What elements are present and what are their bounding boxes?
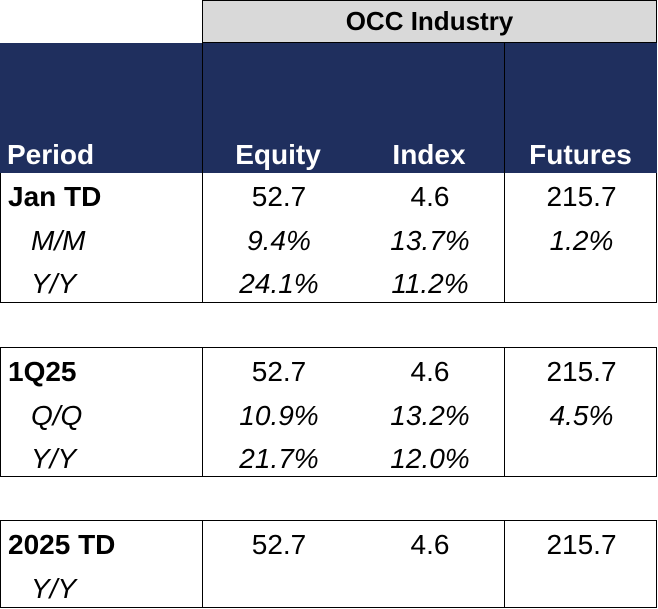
equity-change: 9.4% bbox=[247, 225, 311, 256]
equity-change: 21.7% bbox=[239, 443, 319, 474]
column-divider bbox=[202, 348, 203, 476]
index-change: 12.0% bbox=[390, 443, 470, 474]
index-value: 4.6 bbox=[410, 181, 450, 212]
index-change: 13.2% bbox=[390, 400, 470, 431]
occ-industry-header: OCC Industry bbox=[202, 0, 657, 43]
row-label: Y/Y bbox=[31, 573, 77, 604]
header-divider bbox=[202, 43, 203, 173]
column-header-equity: Equity bbox=[235, 139, 321, 170]
period-block-jan-td: Jan TD 52.7 4.6 215.7 M/M 9.4% 13.7% 1.2… bbox=[0, 173, 657, 303]
index-value: 4.6 bbox=[410, 356, 450, 387]
column-header-index: Index bbox=[392, 139, 466, 170]
row-label: Q/Q bbox=[31, 400, 83, 431]
equity-change: 24.1% bbox=[239, 268, 319, 299]
futures-change: 1.2% bbox=[549, 225, 614, 256]
header-divider bbox=[504, 43, 505, 173]
futures-value: 215.7 bbox=[546, 529, 617, 560]
column-header-period: Period bbox=[7, 139, 95, 170]
row-label: Jan TD bbox=[8, 181, 102, 212]
column-divider bbox=[504, 521, 505, 607]
period-block-1q25: 1Q25 52.7 4.6 215.7 Q/Q 10.9% 13.2% 4.5%… bbox=[0, 347, 657, 477]
column-divider bbox=[202, 521, 203, 607]
equity-value: 52.7 bbox=[251, 356, 307, 387]
column-header-band: Period Equity Index Futures bbox=[0, 43, 657, 173]
equity-change: 10.9% bbox=[239, 400, 319, 431]
column-divider bbox=[504, 348, 505, 476]
futures-value: 215.7 bbox=[546, 356, 617, 387]
row-label: 1Q25 bbox=[8, 356, 77, 387]
row-label: M/M bbox=[31, 225, 86, 256]
column-divider bbox=[202, 173, 203, 302]
occ-industry-title: OCC Industry bbox=[345, 6, 514, 36]
futures-change: 4.5% bbox=[549, 400, 614, 431]
index-value: 4.6 bbox=[410, 529, 450, 560]
column-divider bbox=[504, 173, 505, 302]
index-change: 13.7% bbox=[390, 225, 470, 256]
equity-value: 52.7 bbox=[251, 529, 307, 560]
row-label: Y/Y bbox=[31, 443, 77, 474]
index-change: 11.2% bbox=[391, 268, 469, 299]
period-block-2025-td: 2025 TD 52.7 4.6 215.7 Y/Y bbox=[0, 520, 657, 608]
futures-value: 215.7 bbox=[546, 181, 617, 212]
row-label: 2025 TD bbox=[8, 529, 116, 560]
column-header-futures: Futures bbox=[529, 139, 632, 170]
equity-value: 52.7 bbox=[251, 181, 307, 212]
row-label: Y/Y bbox=[31, 268, 77, 299]
